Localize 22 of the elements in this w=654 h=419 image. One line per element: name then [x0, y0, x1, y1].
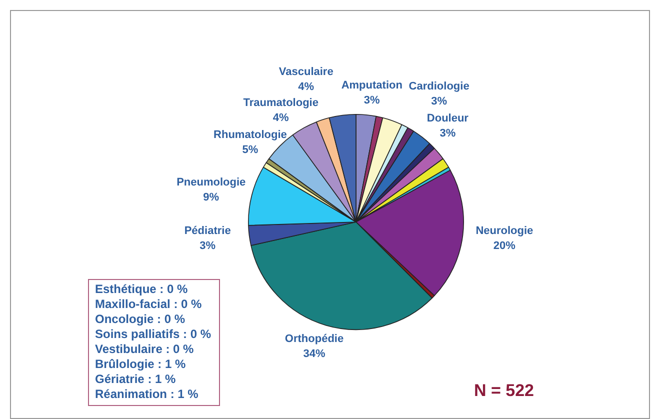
data-label: 9% — [203, 191, 220, 204]
slice-label: Pneumologie — [176, 176, 246, 188]
slice-label: Douleur — [426, 112, 470, 124]
data-label: 3% — [364, 94, 380, 107]
slice-label: Vasculaire — [278, 66, 334, 78]
data-label: 4% — [298, 81, 314, 94]
text: Esthétique : 0 % Maxillo-facial : 0 % Oncologie : 0 % Soins palliatifs : 0 % Vestibulaire : 0 % Brûlologie : 1 % Gériatrie : 1 % Réanimation : 1 % — [88, 279, 220, 406]
data-label: 3% — [440, 127, 456, 140]
data-label: 34% — [303, 348, 326, 360]
slice-label: Pédiatrie — [184, 224, 231, 237]
data-label: 3% — [431, 95, 448, 108]
slice-label: Traumatologie — [243, 96, 318, 109]
data-label: 5% — [242, 144, 258, 156]
data-label: 3% — [200, 240, 216, 252]
slice-label: Cardiologie — [408, 80, 470, 92]
text: N = 522 — [474, 381, 534, 401]
slice-label: Amputation — [341, 80, 403, 92]
data-label: 4% — [272, 112, 290, 124]
slice-label: Neurologie — [476, 224, 534, 237]
data-label: 20% — [493, 240, 516, 252]
slice-label: Orthopédie — [284, 332, 344, 345]
slice-label: Rhumatologie — [214, 128, 287, 141]
